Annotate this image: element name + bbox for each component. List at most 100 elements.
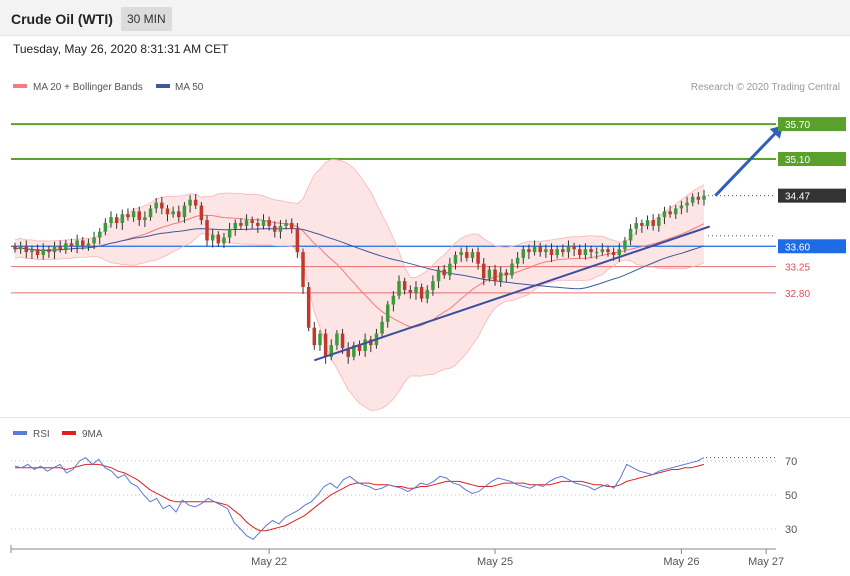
candle-body <box>668 211 672 215</box>
candle-body <box>481 263 486 279</box>
candle <box>171 206 175 218</box>
chart-header: Crude Oil (WTI) 30 MIN <box>0 0 850 36</box>
candle <box>188 195 192 213</box>
candle-body <box>578 249 582 255</box>
candle-body <box>346 348 350 357</box>
candle <box>380 316 384 339</box>
candle <box>419 283 424 303</box>
candle-body <box>210 234 215 241</box>
candle-body <box>515 257 520 264</box>
candle <box>92 231 96 250</box>
support-label: 33.25 <box>785 263 810 274</box>
candle-body <box>323 333 328 357</box>
candle <box>544 244 548 258</box>
candle <box>628 224 633 246</box>
candle <box>391 291 396 312</box>
candle <box>256 218 260 233</box>
candle-body <box>182 205 187 218</box>
bollinger-upper-line <box>14 159 705 278</box>
candle <box>52 241 57 260</box>
x-tick-label: May 22 <box>251 556 287 568</box>
candle-body <box>521 249 526 258</box>
rsi-ma-line <box>15 463 705 532</box>
candle <box>233 219 238 236</box>
candle-body <box>459 252 463 255</box>
candle <box>363 333 367 357</box>
candle <box>527 244 531 260</box>
resistance-label: 35.10 <box>785 155 810 166</box>
candlesticks <box>13 189 706 364</box>
candle <box>352 341 356 361</box>
ma50-legend-label: MA 50 <box>175 82 204 93</box>
candle <box>606 245 610 257</box>
candle <box>640 219 644 233</box>
resistance-label-box <box>778 152 846 166</box>
candle <box>442 264 446 279</box>
candle <box>436 266 441 289</box>
candle <box>589 245 593 258</box>
candle <box>679 200 684 215</box>
candle <box>210 228 215 248</box>
candle <box>216 231 221 247</box>
target-arrow-shaft <box>714 124 785 197</box>
candle <box>521 245 526 264</box>
candle-body <box>250 220 254 223</box>
candle <box>493 264 497 286</box>
timestamp: Tuesday, May 26, 2020 8:31:31 AM CET <box>13 42 229 56</box>
candle-body <box>109 217 113 223</box>
candle <box>657 213 661 232</box>
candle-body <box>52 246 57 253</box>
candle <box>414 281 418 300</box>
candle <box>239 218 243 230</box>
candle <box>431 275 435 296</box>
candle-body <box>352 345 356 357</box>
candle-body <box>171 211 175 215</box>
candle <box>13 242 17 253</box>
candle <box>103 218 108 236</box>
candle-body <box>453 255 458 264</box>
candle <box>583 243 588 260</box>
pivot-label: 33.60 <box>785 242 810 253</box>
candle-body <box>690 196 695 203</box>
candle <box>306 282 311 332</box>
candle-body <box>188 199 192 206</box>
pivot-label-box <box>778 239 846 254</box>
candle <box>453 251 458 270</box>
candle <box>24 240 29 258</box>
candle-body <box>301 252 305 287</box>
candle <box>397 275 401 300</box>
candle <box>69 238 74 253</box>
support-label: 32.80 <box>785 289 810 300</box>
rsi-tick-label: 30 <box>785 524 797 536</box>
candle <box>623 236 627 253</box>
candle <box>267 216 271 231</box>
rsi-legend-swatch <box>13 431 27 435</box>
candle-body <box>470 252 475 258</box>
candle <box>278 220 283 239</box>
candle <box>58 240 62 253</box>
candle-body <box>623 240 627 250</box>
x-axis: May 22 May 25 May 26 May 27 <box>10 545 784 568</box>
candle-body <box>13 246 17 250</box>
candle-body <box>278 225 283 232</box>
candle-body <box>549 249 554 255</box>
candle <box>532 240 537 256</box>
ma20-legend-label: MA 20 + Bollinger Bands <box>33 82 143 93</box>
candle-body <box>606 249 610 253</box>
last-price-label-box <box>778 188 846 203</box>
candle-body <box>177 211 181 218</box>
candle <box>126 208 130 221</box>
candle <box>696 192 701 205</box>
candle <box>47 245 51 258</box>
candle <box>193 193 198 210</box>
timeframe-badge[interactable]: 30 MIN <box>121 7 172 31</box>
rsi-line <box>14 456 705 540</box>
candle-body <box>92 237 96 244</box>
ma50-legend-swatch <box>156 84 170 88</box>
resistance-label: 35.70 <box>785 120 810 131</box>
level-labels: 35.70 35.10 34.47 33.60 33.25 32.80 <box>778 117 846 300</box>
bollinger-lower-line <box>14 233 705 411</box>
candle-body <box>651 220 655 226</box>
candle-body <box>103 223 108 232</box>
candle <box>86 238 91 251</box>
